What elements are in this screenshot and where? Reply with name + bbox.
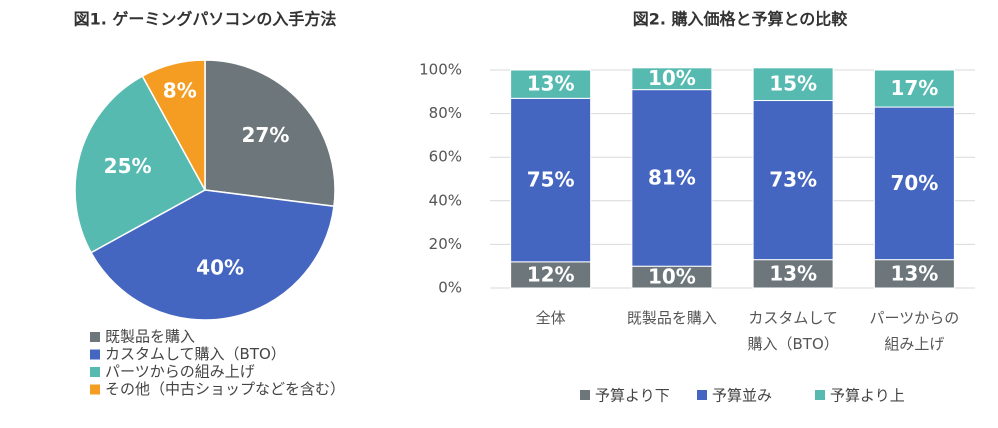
chart-title: 図2. 購入価格と予算との比較 [633,10,849,29]
y-tick-label: 100% [419,61,462,79]
x-tick-label: カスタムして 購入（BTO） [747,309,839,353]
pie-slice [74,75,207,254]
y-tick-label: 60% [429,148,462,166]
y-tick-label: 0% [438,279,462,297]
legend-label: その他（中古ショップなどを含む） [105,380,345,398]
legend-label: 既製品を購入 [105,328,195,346]
bar-segment [873,259,955,289]
legend-label: カスタムして購入（BTO） [105,345,286,363]
data-label: 8% [163,78,197,102]
pie-slice [204,59,336,208]
bar-segment [510,97,592,263]
x-tick-label: パーツからの 組み上げ [869,309,960,353]
legend-swatch [697,390,707,400]
bar-segment [873,69,955,108]
y-tick-label: 40% [429,191,462,209]
legend-swatch [580,390,590,400]
y-tick-label: 20% [429,235,462,253]
pie-slice [141,59,206,191]
data-label: 10% [648,66,696,90]
y-tick-label: 80% [429,104,462,122]
data-label: 27% [242,123,290,147]
bar-segment [510,69,592,99]
data-label: 73% [769,168,817,192]
data-label: 25% [104,154,152,178]
data-label: 70% [890,171,938,195]
data-label: 12% [527,262,575,286]
legend-swatch [815,390,825,400]
bar-segment [510,261,592,289]
data-label: 13% [890,261,938,285]
legend-label: パーツからの組み上げ [105,363,255,381]
bar-segment [752,67,834,102]
x-tick-label: 全体 [535,309,566,327]
legend-swatch [90,367,100,377]
legend-swatch [90,384,100,395]
bar-segment [752,259,834,289]
data-label: 40% [196,256,244,280]
legend-label: 予算より上 [830,387,905,405]
data-label: 13% [527,72,575,96]
data-label: 81% [648,165,696,189]
data-label: 10% [648,265,696,289]
legend-swatch [90,332,100,342]
legend-label: 予算並み [712,387,772,405]
legend-swatch [90,349,100,360]
data-label: 13% [769,261,817,285]
legend-label: 予算より下 [595,387,670,405]
x-tick-label: 既製品を購入 [626,309,717,327]
pie-slice [90,189,335,321]
bar-segment [631,67,713,91]
bar-segment [873,106,955,261]
data-label: 17% [890,76,938,100]
data-label: 75% [527,168,575,192]
chart-title: 図1. ゲーミングパソコンの入手方法 [74,10,337,29]
bar-segment [631,89,713,267]
data-label: 15% [769,72,817,96]
